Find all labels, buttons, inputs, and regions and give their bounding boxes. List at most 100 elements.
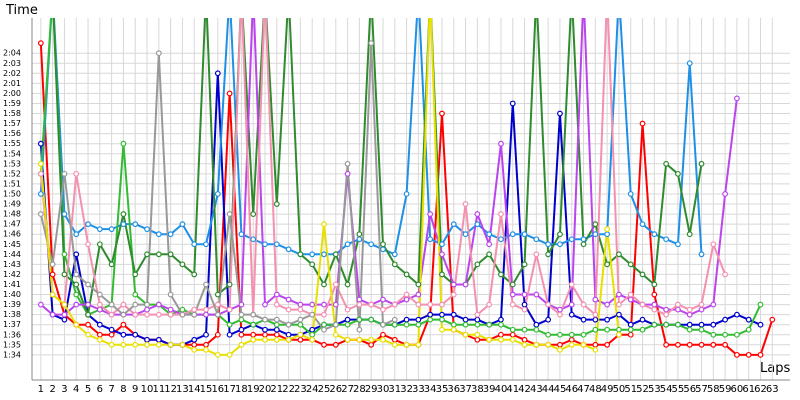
data-point bbox=[439, 326, 445, 333]
data-point bbox=[203, 306, 209, 313]
data-point bbox=[380, 296, 386, 303]
y-tick-label: 1:42 bbox=[3, 270, 21, 279]
data-point bbox=[686, 326, 693, 333]
data-point bbox=[391, 336, 398, 343]
data-point bbox=[604, 326, 611, 333]
data-point bbox=[545, 241, 552, 248]
x-tick-label: 43 bbox=[530, 384, 543, 395]
data-point bbox=[179, 261, 186, 268]
y-tick-label: 2:03 bbox=[3, 59, 21, 68]
data-point bbox=[403, 296, 410, 303]
x-tick-label: 63 bbox=[766, 384, 779, 395]
data-point bbox=[37, 140, 44, 147]
data-point bbox=[604, 301, 611, 308]
x-tick-label: 54 bbox=[660, 384, 673, 395]
data-point bbox=[675, 341, 681, 348]
data-point bbox=[155, 251, 162, 258]
x-tick-label: 1 bbox=[38, 384, 44, 395]
x-tick-label: 27 bbox=[341, 384, 354, 395]
data-point bbox=[533, 326, 540, 333]
data-point bbox=[675, 306, 681, 313]
data-point bbox=[37, 40, 44, 47]
data-point bbox=[580, 316, 587, 323]
x-tick-label: 55 bbox=[672, 384, 685, 395]
data-point bbox=[380, 241, 386, 248]
data-point bbox=[391, 341, 398, 348]
data-point bbox=[108, 311, 115, 318]
data-point bbox=[85, 311, 91, 318]
data-point bbox=[108, 326, 115, 333]
x-tick-label: 20 bbox=[259, 384, 272, 395]
data-point bbox=[651, 291, 658, 298]
data-point bbox=[686, 321, 693, 328]
x-tick-label: 50 bbox=[613, 384, 626, 395]
data-point bbox=[120, 221, 127, 228]
data-point bbox=[321, 301, 327, 308]
data-point bbox=[616, 251, 622, 258]
x-tick-label: 23 bbox=[294, 384, 307, 395]
data-point bbox=[37, 211, 44, 217]
data-point bbox=[49, 271, 56, 278]
data-point bbox=[132, 301, 139, 308]
data-point bbox=[356, 296, 363, 303]
data-point bbox=[509, 326, 516, 333]
data-point bbox=[368, 301, 375, 308]
data-point bbox=[498, 316, 504, 323]
data-point bbox=[356, 301, 363, 308]
data-point bbox=[757, 351, 764, 358]
data-point bbox=[639, 120, 646, 127]
data-point bbox=[179, 341, 186, 348]
y-tick-label: 1:49 bbox=[3, 200, 21, 209]
data-point bbox=[568, 331, 575, 338]
data-point bbox=[356, 316, 363, 323]
data-point bbox=[710, 331, 717, 338]
data-point bbox=[498, 140, 504, 147]
data-point bbox=[262, 326, 268, 333]
data-point bbox=[285, 336, 292, 343]
data-point bbox=[297, 316, 304, 323]
data-point bbox=[533, 236, 540, 243]
data-point bbox=[592, 296, 599, 303]
data-point bbox=[203, 311, 209, 318]
x-tick-label: 15 bbox=[200, 384, 213, 395]
data-point bbox=[521, 306, 528, 313]
data-point bbox=[533, 321, 540, 328]
data-point bbox=[698, 321, 705, 328]
data-point bbox=[155, 301, 162, 308]
data-point bbox=[769, 316, 776, 323]
data-point bbox=[96, 226, 103, 233]
data-point bbox=[132, 311, 139, 318]
data-point bbox=[191, 346, 198, 353]
x-tick-label: 32 bbox=[400, 384, 413, 395]
data-point bbox=[132, 291, 139, 298]
data-point bbox=[604, 261, 611, 268]
x-tick-label: 6 bbox=[97, 384, 103, 395]
x-tick-label: 41 bbox=[506, 384, 519, 395]
data-point bbox=[710, 241, 717, 248]
data-point bbox=[616, 291, 622, 298]
x-tick-label: 4 bbox=[73, 384, 79, 395]
data-point bbox=[557, 241, 563, 248]
data-point bbox=[639, 221, 646, 228]
x-tick-label: 30 bbox=[377, 384, 390, 395]
data-point bbox=[191, 306, 198, 313]
x-tick-label: 7 bbox=[108, 384, 114, 395]
data-point bbox=[627, 296, 634, 303]
data-point bbox=[745, 326, 752, 333]
data-point bbox=[321, 251, 327, 258]
data-point bbox=[309, 326, 316, 333]
data-point bbox=[321, 341, 327, 348]
data-point bbox=[462, 321, 469, 328]
data-point bbox=[238, 331, 245, 338]
y-tick-label: 1:51 bbox=[3, 179, 21, 188]
data-point bbox=[309, 301, 316, 308]
data-point bbox=[439, 316, 445, 323]
x-tick-label: 9 bbox=[132, 384, 138, 395]
data-point bbox=[49, 261, 56, 268]
data-point bbox=[85, 321, 91, 328]
x-tick-label: 25 bbox=[318, 384, 331, 395]
data-point bbox=[273, 201, 280, 207]
data-point bbox=[203, 281, 209, 288]
data-point bbox=[273, 316, 280, 323]
data-point bbox=[604, 341, 611, 348]
